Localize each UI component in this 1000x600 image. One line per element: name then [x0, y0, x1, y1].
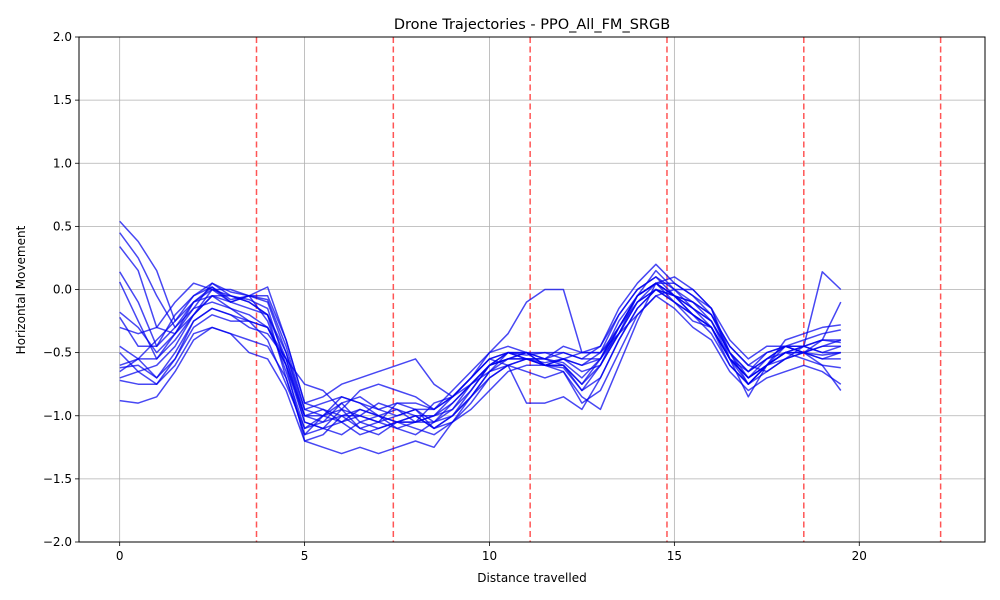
y-tick-label: 0.0	[53, 283, 72, 297]
y-axis-label: Horizontal Movement	[14, 225, 28, 354]
trajectory-line-15	[119, 276, 841, 436]
trajectory-line-10	[119, 282, 841, 430]
chart-title: Drone Trajectories - PPO_All_FM_SRGB	[394, 17, 670, 33]
reference-lines	[255, 37, 942, 542]
trajectory-line-12	[119, 295, 842, 455]
y-tick-label: −1.5	[43, 472, 72, 486]
y-tick-label: −1.0	[43, 409, 72, 423]
x-axis: 0 5 10 15 20	[116, 542, 867, 563]
x-tick-label: 0	[116, 549, 124, 563]
series-lines	[119, 220, 842, 455]
y-tick-label: 0.5	[53, 219, 72, 233]
trajectory-line-11	[119, 288, 841, 436]
y-tick-label: −2.0	[43, 535, 72, 549]
y-tick-label: −0.5	[43, 346, 72, 360]
y-tick-label: 2.0	[53, 30, 72, 44]
x-tick-label: 15	[667, 549, 682, 563]
trajectory-line-9	[119, 282, 841, 442]
y-tick-label: 1.5	[53, 93, 72, 107]
trajectory-line-16	[119, 263, 842, 417]
y-axis: −2.0 −1.5 −1.0 −0.5 0.0 0.5 1.0 1.5 2.0	[43, 30, 79, 549]
x-tick-label: 5	[301, 549, 309, 563]
x-tick-label: 10	[482, 549, 497, 563]
x-tick-label: 20	[852, 549, 867, 563]
trajectory-line-14	[119, 282, 842, 411]
x-axis-label: Distance travelled	[477, 571, 586, 585]
y-tick-label: 1.0	[53, 156, 72, 170]
